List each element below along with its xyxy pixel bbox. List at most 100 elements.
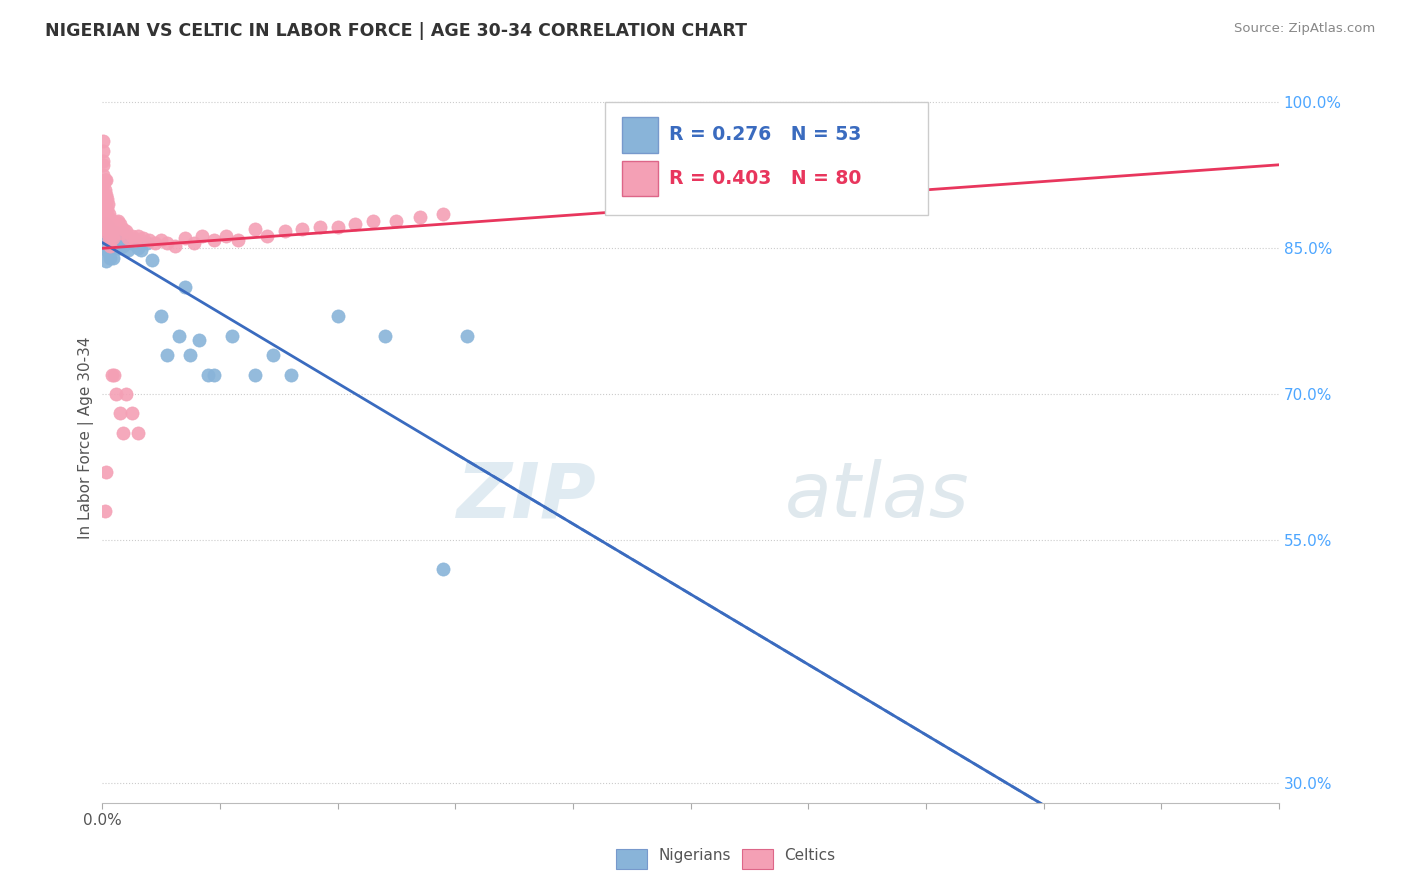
Point: [94, 253, 117, 268]
Point: [103, 368, 125, 382]
Point: [93, 183, 115, 197]
Point: [132, 231, 155, 245]
Point: [100, 217, 122, 231]
Point: [93, 236, 115, 251]
Point: [93, 241, 115, 255]
Point: [114, 223, 136, 237]
Point: [93, 221, 115, 235]
Point: [100, 251, 122, 265]
Point: [94, 221, 117, 235]
Point: [165, 239, 187, 253]
Point: [100, 225, 122, 239]
Point: [138, 233, 160, 247]
Point: [127, 425, 149, 440]
Point: [385, 214, 408, 228]
Point: [98, 219, 121, 234]
Point: [94, 197, 117, 211]
Point: [105, 215, 128, 229]
Point: [94, 221, 117, 235]
Point: [202, 233, 225, 247]
Point: [105, 387, 128, 401]
Point: [156, 348, 179, 362]
Point: [93, 153, 115, 168]
Point: [344, 217, 367, 231]
Text: R = 0.403   N = 80: R = 0.403 N = 80: [669, 169, 862, 188]
Point: [97, 197, 120, 211]
Point: [93, 173, 115, 187]
Point: [94, 243, 117, 257]
FancyBboxPatch shape: [623, 118, 658, 153]
Point: [100, 211, 122, 226]
Point: [191, 229, 214, 244]
Point: [100, 239, 122, 253]
Point: [156, 236, 179, 251]
Point: [93, 211, 115, 226]
Point: [121, 406, 143, 420]
Point: [98, 233, 121, 247]
Point: [187, 334, 209, 348]
Point: [309, 219, 332, 234]
Point: [197, 368, 219, 382]
Point: [96, 202, 118, 216]
Point: [93, 158, 115, 172]
Point: [93, 221, 115, 235]
Point: [93, 134, 115, 148]
Point: [97, 210, 120, 224]
FancyBboxPatch shape: [605, 103, 928, 215]
Y-axis label: In Labor Force | Age 30-34: In Labor Force | Age 30-34: [79, 336, 94, 539]
Point: [110, 227, 132, 241]
Point: [100, 229, 122, 244]
Point: [111, 227, 134, 241]
Point: [112, 221, 135, 235]
Point: [432, 207, 454, 221]
Point: [202, 368, 225, 382]
Point: [93, 178, 115, 192]
Point: [94, 233, 117, 247]
Point: [291, 221, 314, 235]
Point: [93, 168, 115, 182]
Point: [93, 202, 115, 216]
Point: [97, 223, 120, 237]
Point: [221, 328, 243, 343]
Point: [108, 231, 131, 245]
Point: [245, 368, 267, 382]
Point: [93, 144, 115, 158]
Point: [121, 236, 143, 251]
Point: [108, 406, 131, 420]
Text: atlas: atlas: [785, 459, 969, 533]
Point: [256, 229, 278, 244]
Point: [114, 387, 136, 401]
Point: [104, 233, 127, 247]
Point: [100, 239, 122, 253]
Point: [215, 229, 238, 244]
Text: Source: ZipAtlas.com: Source: ZipAtlas.com: [1234, 22, 1375, 36]
Point: [127, 229, 149, 244]
Point: [104, 219, 127, 234]
Point: [100, 227, 122, 241]
Point: [103, 217, 125, 231]
Point: [94, 207, 117, 221]
Point: [326, 219, 349, 234]
Point: [167, 328, 190, 343]
Point: [105, 227, 128, 241]
Point: [93, 187, 115, 202]
Point: [108, 217, 131, 231]
Point: [226, 233, 249, 247]
Point: [179, 348, 201, 362]
Point: [280, 368, 302, 382]
Point: [107, 233, 129, 247]
Point: [98, 227, 121, 241]
Point: [273, 223, 295, 237]
Point: [112, 425, 135, 440]
Point: [97, 233, 120, 247]
Point: [94, 465, 117, 479]
Text: R = 0.276   N = 53: R = 0.276 N = 53: [669, 126, 862, 145]
Point: [456, 328, 478, 343]
Point: [141, 252, 163, 267]
Text: Nigerians: Nigerians: [658, 848, 731, 863]
Point: [100, 231, 122, 245]
Point: [103, 231, 125, 245]
Point: [121, 229, 143, 244]
Point: [93, 193, 115, 207]
Point: [143, 236, 166, 251]
